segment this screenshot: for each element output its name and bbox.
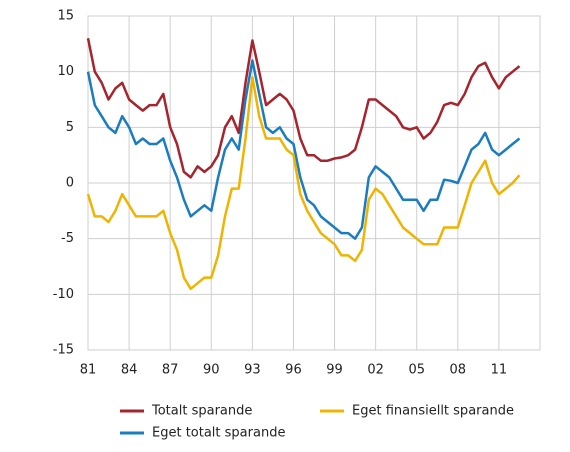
series-line bbox=[86, 59, 521, 240]
x-tick-label: 93 bbox=[244, 363, 261, 378]
legend-label: Totalt sparande bbox=[151, 404, 252, 419]
y-tick-label: 15 bbox=[57, 9, 74, 24]
x-tick-label: 08 bbox=[450, 363, 467, 378]
x-tick-label: 81 bbox=[80, 363, 97, 378]
x-tick-label: 87 bbox=[162, 363, 179, 378]
y-tick-label: -10 bbox=[53, 287, 74, 302]
x-tick-label: 11 bbox=[491, 363, 508, 378]
y-tick-label: -5 bbox=[61, 231, 74, 246]
y-tick-label: -15 bbox=[53, 343, 74, 358]
legend-label: Eget finansiellt sparande bbox=[352, 404, 514, 419]
series-line bbox=[86, 38, 521, 179]
series-line bbox=[86, 75, 521, 291]
y-tick-label: 10 bbox=[57, 64, 74, 79]
x-tick-label: 05 bbox=[408, 363, 425, 378]
y-tick-label: 0 bbox=[66, 176, 74, 191]
legend-label: Eget totalt sparande bbox=[152, 426, 285, 441]
x-tick-label: 96 bbox=[285, 363, 302, 378]
x-tick-label: 99 bbox=[326, 363, 343, 378]
y-tick-label: 5 bbox=[66, 120, 74, 135]
x-tick-label: 84 bbox=[121, 363, 138, 378]
x-tick-label: 90 bbox=[203, 363, 220, 378]
x-tick-label: 02 bbox=[367, 363, 384, 378]
